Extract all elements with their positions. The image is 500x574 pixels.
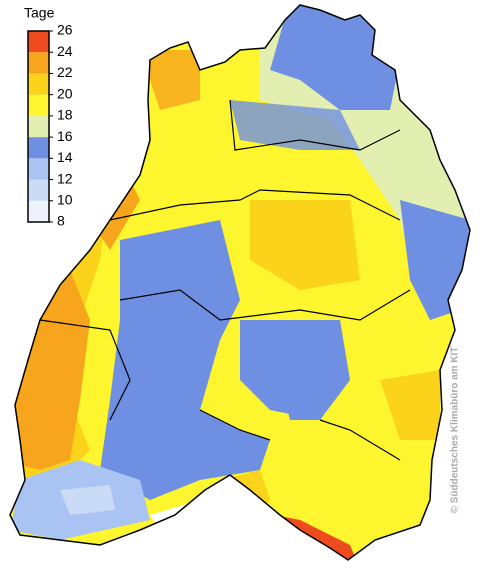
legend-tick-label: 24	[57, 43, 73, 59]
legend-tick-label: 26	[57, 22, 73, 38]
legend-bin	[28, 115, 49, 138]
legend-bin	[28, 137, 49, 159]
legend-tick-label: 12	[57, 170, 73, 186]
legend-tick-label: 8	[57, 213, 65, 229]
legend-tick-label: 18	[57, 107, 73, 123]
legend-tick-label: 16	[57, 128, 73, 144]
legend-bin	[28, 158, 49, 180]
legend-bin	[28, 52, 49, 74]
district-borders	[39, 99, 411, 461]
legend-bin	[28, 73, 49, 95]
copyright: © Süddeutsches Klimabüro am KIT	[450, 347, 461, 514]
legend-bin	[28, 31, 49, 53]
legend-tick-label: 22	[57, 64, 73, 80]
legend-bin	[28, 179, 49, 201]
legend-frame	[27, 30, 50, 223]
legend-bin	[28, 94, 49, 116]
legend-title: Tage	[24, 5, 55, 21]
legend-tick-label: 14	[57, 149, 73, 165]
legend: 8 10 12 14 16 18 20 22 24 26	[27, 22, 73, 229]
state-border	[9, 4, 471, 561]
legend-tick-label: 20	[57, 85, 73, 101]
legend-tick-label: 10	[57, 191, 73, 207]
legend-bin	[28, 200, 49, 222]
